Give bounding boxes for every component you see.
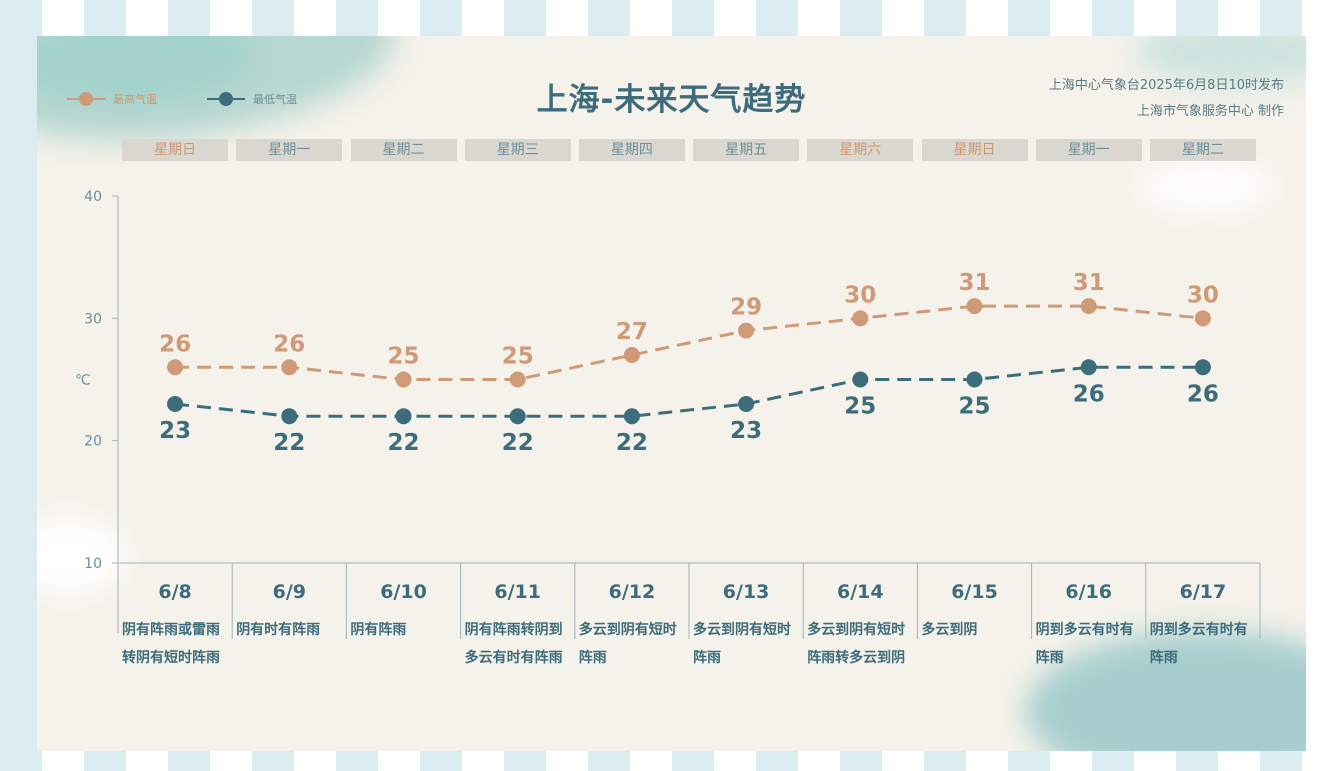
weekday-label: 星期六 [807, 139, 914, 161]
weather-description: 多云到阴有短时阵雨转多云到阴 [807, 622, 906, 666]
series-low-line [174, 365, 1203, 418]
weekday-label: 星期二 [1149, 139, 1256, 161]
low-point [966, 371, 983, 388]
weather-description: 阴有阵雨或雷雨转阴有短时阵雨 [122, 622, 220, 666]
high-point [623, 347, 640, 364]
low-value-label: 22 [616, 430, 648, 456]
date-label: 6/9 [273, 581, 306, 603]
weekday-label: 星期三 [464, 139, 571, 161]
legend-high-marker [67, 92, 105, 106]
low-value-label: 22 [387, 430, 419, 456]
weekday-label: 星期五 [693, 139, 800, 161]
high-value-label: 25 [502, 344, 534, 370]
weekday-label: 星期一 [1035, 139, 1142, 161]
low-value-label: 23 [159, 418, 191, 444]
high-value-label: 26 [159, 331, 191, 357]
low-point [509, 408, 526, 425]
low-value-label: 26 [1073, 381, 1105, 407]
low-point [281, 408, 298, 425]
low-point [738, 395, 755, 412]
high-point [852, 310, 869, 327]
decor-cloud [1136, 156, 1276, 216]
low-point [1080, 359, 1097, 376]
low-point [1194, 359, 1211, 376]
weather-description: 阴有时有阵雨 [236, 622, 321, 638]
date-label: 6/8 [158, 581, 191, 603]
high-point [1080, 298, 1097, 315]
weather-description: 多云到阴 [921, 622, 978, 638]
weather-description: 阴到多云有时有阵雨 [1149, 622, 1248, 666]
temperature-chart: 10 20 30 40 ℃ 6/8 6/9 6/10 6/11 6/12 6/13 6/14 6/15 6… [75, 189, 1261, 639]
y-tick-label: 40 [84, 189, 102, 205]
page-title: 上海-未来天气趋势 [536, 82, 807, 118]
low-value-label: 22 [273, 430, 305, 456]
publisher-line-2: 上海市气象服务中心 制作 [1136, 104, 1284, 119]
high-point [395, 371, 412, 388]
date-label: 6/14 [837, 581, 884, 603]
weather-description: 多云到阴有短时阵雨 [578, 622, 677, 666]
high-value-label: 31 [958, 270, 990, 296]
high-point [1194, 310, 1211, 327]
legend-low-label: 最低气温 [253, 93, 297, 106]
low-value-label: 25 [958, 394, 990, 420]
low-point [167, 395, 184, 412]
weekday-label: 星期日 [122, 139, 229, 161]
date-label: 6/11 [494, 581, 541, 603]
low-point [395, 408, 412, 425]
high-value-label: 25 [387, 344, 419, 370]
y-tick-label: 10 [84, 556, 102, 572]
low-point [623, 408, 640, 425]
y-tick-label: 30 [84, 311, 102, 327]
low-value-label: 23 [730, 418, 762, 444]
high-point [738, 322, 755, 339]
legend-low-marker [207, 92, 245, 106]
weather-description: 多云到阴有短时阵雨 [693, 622, 791, 666]
weekday-label: 星期一 [236, 139, 343, 161]
high-value-label: 27 [616, 319, 648, 345]
date-label: 6/17 [1180, 581, 1227, 603]
y-axis-unit: ℃ [75, 373, 91, 389]
legend-low: 最低气温 [207, 91, 297, 107]
legend-high: 最高气温 [67, 91, 157, 107]
date-label: 6/13 [723, 581, 770, 603]
weekday-label: 星期日 [921, 139, 1028, 161]
weather-description: 阴有阵雨 [350, 622, 407, 638]
weekday-label: 星期二 [350, 139, 457, 161]
date-label: 6/12 [609, 581, 656, 603]
high-point [966, 298, 983, 315]
series-high-line [175, 304, 1204, 381]
high-value-label: 29 [730, 295, 762, 321]
high-value-label: 31 [1073, 270, 1105, 296]
high-point [167, 359, 184, 376]
weather-description: 阴到多云有时有阵雨 [1035, 622, 1134, 666]
low-value-label: 25 [844, 394, 876, 420]
legend-high-label: 最高气温 [113, 93, 157, 106]
high-value-label: 30 [844, 282, 876, 308]
publisher-line-1: 上海中心气象台2025年6月8日10时发布 [1048, 78, 1284, 93]
high-value-label: 26 [273, 331, 305, 357]
weekday-label: 星期四 [578, 139, 685, 161]
high-point [281, 359, 298, 376]
high-point [509, 371, 526, 388]
date-label: 6/15 [951, 581, 998, 603]
low-value-label: 26 [1187, 381, 1219, 407]
low-point [852, 371, 869, 388]
y-tick-label: 20 [84, 434, 102, 450]
date-label: 6/10 [380, 581, 427, 603]
weather-description: 阴有阵雨转阴到多云有时有阵雨 [464, 622, 563, 666]
date-label: 6/16 [1065, 581, 1112, 603]
forecast-card: 最高气温 最低气温 上海-未来天气趋势 上海中心气象台2025年6月8日10时发… [37, 36, 1306, 751]
high-value-label: 30 [1187, 282, 1219, 308]
low-value-label: 22 [502, 430, 534, 456]
